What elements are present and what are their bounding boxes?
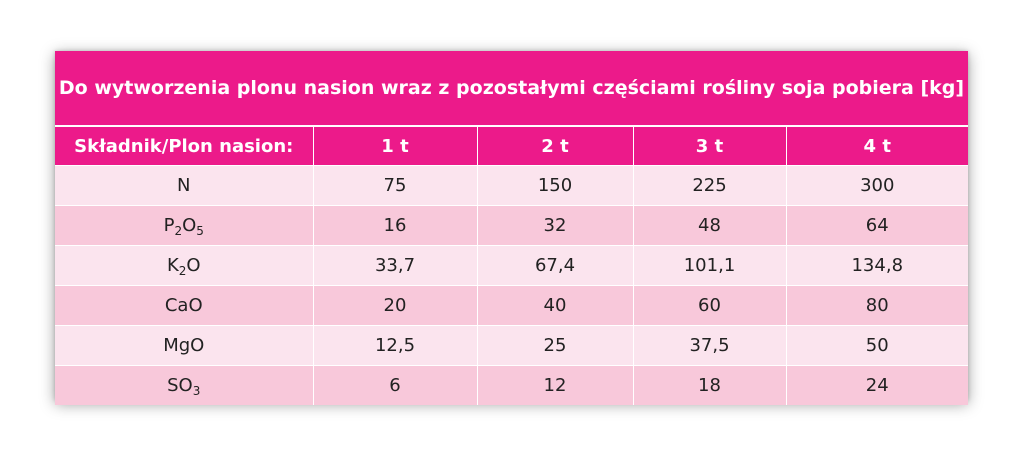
table-header-row: Składnik/Plon nasion: 1 t 2 t 3 t 4 t xyxy=(55,127,968,166)
value-cell: 60 xyxy=(633,285,787,326)
component-cell: SO3 xyxy=(55,365,314,405)
component-cell: P2O5 xyxy=(55,205,314,246)
value-cell: 48 xyxy=(633,205,787,246)
value-cell: 64 xyxy=(786,205,968,246)
value-cell: 101,1 xyxy=(633,245,787,286)
value-cell: 300 xyxy=(786,165,968,206)
value-cell: 134,8 xyxy=(786,245,968,286)
value-cell: 32 xyxy=(477,205,634,246)
value-cell: 80 xyxy=(786,285,968,326)
value-cell: 12,5 xyxy=(313,325,478,366)
nutrient-table-card: Do wytworzenia plonu nasion wraz z pozos… xyxy=(55,51,968,405)
component-cell: MgO xyxy=(55,325,314,366)
value-cell: 75 xyxy=(313,165,478,206)
table-row: SO3 6 12 18 24 xyxy=(55,365,968,405)
table-title: Do wytworzenia plonu nasion wraz z pozos… xyxy=(55,51,968,127)
value-cell: 24 xyxy=(786,365,968,405)
table-row: K2O 33,7 67,4 101,1 134,8 xyxy=(55,245,968,286)
value-cell: 40 xyxy=(477,285,634,326)
header-yield-2t: 2 t xyxy=(477,127,634,166)
table-row: P2O5 16 32 48 64 xyxy=(55,205,968,246)
header-yield-4t: 4 t xyxy=(786,127,968,166)
component-cell: N xyxy=(55,165,314,206)
table-row: MgO 12,5 25 37,5 50 xyxy=(55,325,968,366)
header-yield-3t: 3 t xyxy=(633,127,787,166)
value-cell: 12 xyxy=(477,365,634,405)
header-component: Składnik/Plon nasion: xyxy=(55,127,314,166)
value-cell: 16 xyxy=(313,205,478,246)
value-cell: 37,5 xyxy=(633,325,787,366)
value-cell: 225 xyxy=(633,165,787,206)
nutrient-table: Składnik/Plon nasion: 1 t 2 t 3 t 4 t N … xyxy=(55,127,968,405)
table-row: CaO 20 40 60 80 xyxy=(55,285,968,326)
value-cell: 150 xyxy=(477,165,634,206)
value-cell: 18 xyxy=(633,365,787,405)
header-yield-1t: 1 t xyxy=(313,127,478,166)
value-cell: 20 xyxy=(313,285,478,326)
table-row: N 75 150 225 300 xyxy=(55,165,968,206)
component-cell: CaO xyxy=(55,285,314,326)
value-cell: 67,4 xyxy=(477,245,634,286)
value-cell: 25 xyxy=(477,325,634,366)
component-cell: K2O xyxy=(55,245,314,286)
value-cell: 33,7 xyxy=(313,245,478,286)
value-cell: 6 xyxy=(313,365,478,405)
value-cell: 50 xyxy=(786,325,968,366)
